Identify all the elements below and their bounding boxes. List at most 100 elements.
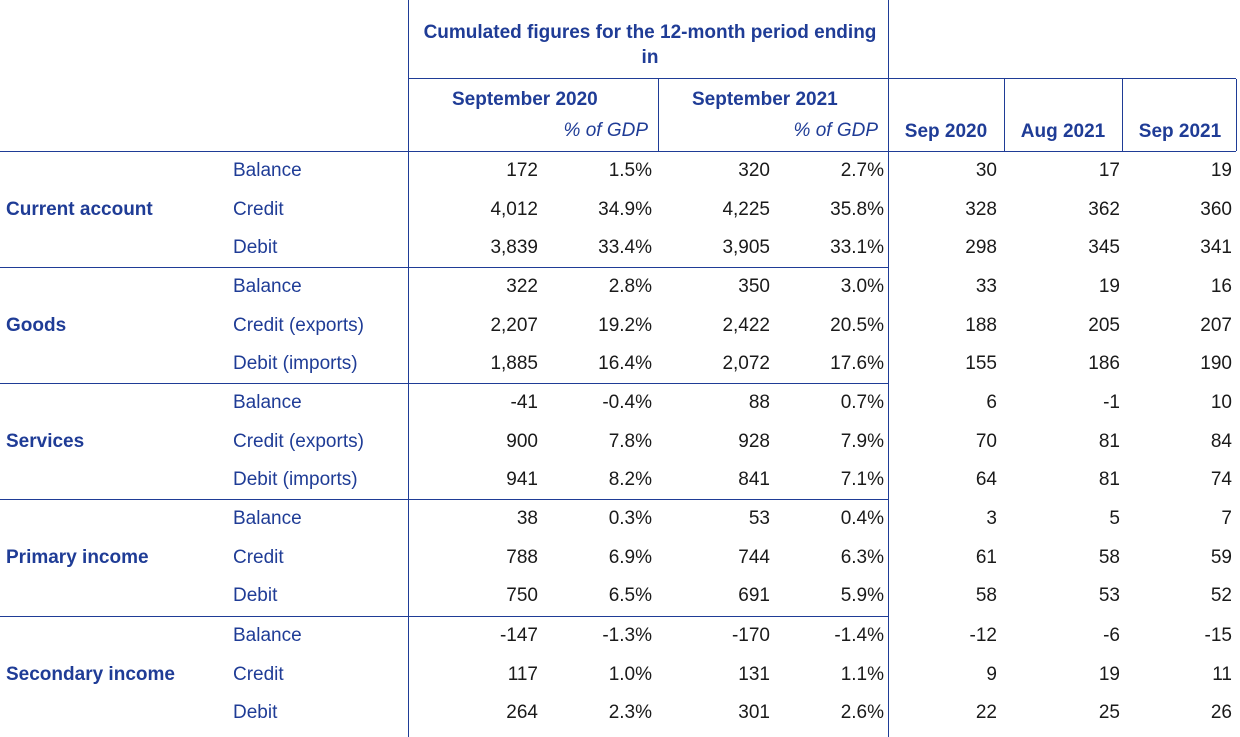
table-cell: 5 [1109,508,1120,529]
table-cell: 362 [1088,198,1120,220]
table-cell: 205 [1088,314,1120,336]
table-cell: -41 [510,392,538,413]
table-cell: 188 [965,314,997,336]
table-cell: 38 [516,508,538,529]
table-cell: 10 [1210,392,1232,413]
table-cell: 900 [506,430,538,452]
table-cell: -1.4% [834,625,884,646]
table-cell: 34.9% [598,198,652,220]
table-cell: 928 [738,430,770,452]
header-divider-m2 [1122,79,1123,151]
table-cell: 190 [1200,353,1232,375]
table-cell: 61 [975,546,997,568]
table-cell: 744 [738,546,770,568]
group-separator [0,267,888,268]
table-cell: 2.3% [608,702,652,724]
table-cell: 750 [506,585,538,607]
row-label: Balance [233,392,302,413]
table-cell: 7.8% [608,430,652,452]
header-divider-right [888,0,889,737]
table-cell: 1.5% [608,160,652,181]
table-cell: 25 [1098,702,1120,724]
table-cell: 81 [1098,469,1120,491]
group-separator [0,499,888,500]
table-cell: -6 [1103,625,1120,646]
table-cell: 0.3% [608,508,652,529]
table-cell: 1.1% [840,663,884,685]
table-cell: -170 [731,625,770,646]
table-cell: 2,422 [722,314,770,336]
table-cell: 841 [738,469,770,491]
table-cell: 17 [1098,160,1120,181]
group-separator [0,383,888,384]
table-cell: 19 [1210,160,1232,181]
table-cell: 58 [975,585,997,607]
table-cell: -1.3% [602,625,652,646]
col-header-pct-gdp-1: % of GDP [563,120,648,141]
table-cell: 7.1% [840,469,884,491]
table-cell: 941 [506,469,538,491]
table-cell: 2.6% [840,702,884,724]
table-cell: 9 [986,663,997,685]
header-divider-m3 [1236,79,1237,151]
table-cell: 84 [1210,430,1232,452]
table-cell: 1,885 [490,353,538,375]
table-cell: 11 [1212,663,1232,685]
row-label: Debit [233,702,278,724]
table-cell: 172 [506,160,538,181]
row-label: Credit [233,546,284,568]
row-label: Balance [233,508,302,529]
row-label: Credit [233,198,284,220]
table-cell: 320 [738,160,770,181]
table-cell: 19.2% [598,314,652,336]
table-cell: 81 [1098,430,1120,452]
table-cell: 74 [1210,469,1232,491]
table-cell: 301 [738,702,770,724]
table-cell: 360 [1200,198,1232,220]
table-cell: 186 [1088,353,1120,375]
table-cell: 33.4% [598,237,652,259]
table-cell: 3,839 [490,237,538,259]
table-cell: 6.5% [608,585,652,607]
table-cell: 6.3% [840,546,884,568]
table-cell: 2,207 [490,314,538,336]
col-header-sep2020: September 2020 [452,89,598,110]
table-cell: 19 [1098,276,1120,297]
group-label: Goods [6,314,67,336]
table-cell: 155 [965,353,997,375]
table-cell: 16.4% [598,353,652,375]
table-cell: 7.9% [840,430,884,452]
table-cell: 2.8% [608,276,652,297]
group-separator [0,616,888,617]
table-cell: 33.1% [830,237,884,259]
table-cell: 7 [1221,508,1232,529]
table-cell: 17.6% [830,353,884,375]
col-header-m-aug2021: Aug 2021 [1020,121,1106,142]
table-cell: 6.9% [608,546,652,568]
col-header-sep2021: September 2021 [692,89,838,110]
cumulated-header: Cumulated figures for the 12-month perio… [423,22,877,68]
row-label: Debit [233,237,278,259]
col-header-m-sep2020: Sep 2020 [904,121,988,142]
table-cell: 52 [1210,585,1232,607]
table-cell: -15 [1204,625,1232,646]
table-cell: 3 [986,508,997,529]
row-label: Balance [233,160,302,181]
header-rule-top [408,78,1236,79]
table-cell: 35.8% [830,198,884,220]
table-cell: 322 [506,276,538,297]
table-cell: 53 [748,508,770,529]
table-cell: 298 [965,237,997,259]
row-label: Credit [233,663,284,685]
table-cell: 20.5% [830,314,884,336]
col-header-m-sep2021: Sep 2021 [1138,121,1222,142]
row-label: Debit (imports) [233,353,358,375]
row-label: Debit [233,585,278,607]
table-cell: 3.0% [840,276,884,297]
table-cell: 264 [506,702,538,724]
row-label: Balance [233,276,302,297]
header-divider-left [408,0,409,737]
table-cell: 2,072 [722,353,770,375]
header-rule-bottom [0,151,1236,152]
table-cell: 58 [1098,546,1120,568]
